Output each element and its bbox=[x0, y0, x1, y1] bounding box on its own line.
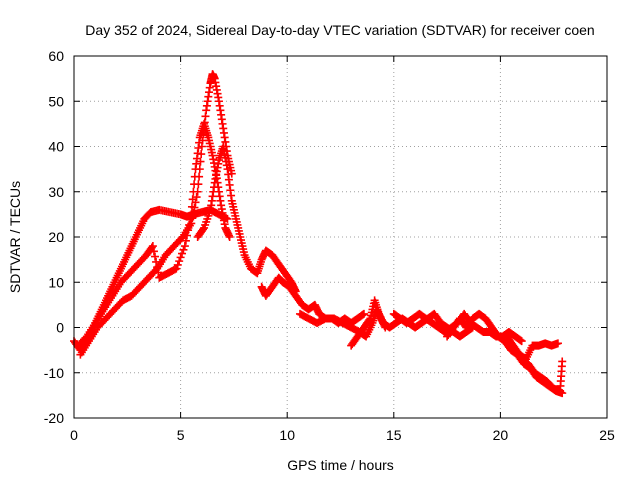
data-point bbox=[176, 253, 185, 262]
y-tick-label: 10 bbox=[48, 274, 64, 290]
data-point bbox=[172, 264, 181, 273]
data-point bbox=[365, 315, 374, 324]
data-point bbox=[149, 247, 158, 256]
x-tick-label: 0 bbox=[70, 427, 78, 443]
y-tick-label: 0 bbox=[56, 320, 64, 336]
data-point bbox=[180, 242, 189, 251]
data-point bbox=[558, 357, 567, 366]
data-point bbox=[189, 208, 198, 217]
y-tick-label: -20 bbox=[44, 410, 64, 426]
data-point bbox=[173, 260, 182, 269]
data-point bbox=[225, 233, 234, 241]
x-tick-label: 25 bbox=[599, 427, 615, 443]
data-point bbox=[198, 225, 207, 234]
x-axis-label: GPS time / hours bbox=[287, 457, 394, 473]
x-tick-label: 15 bbox=[386, 427, 402, 443]
data-point bbox=[178, 249, 187, 258]
series-arc-d bbox=[193, 142, 300, 296]
data-point bbox=[191, 198, 200, 207]
data-point bbox=[190, 203, 199, 212]
y-tick-label: -10 bbox=[44, 365, 64, 381]
y-tick-label: 30 bbox=[48, 184, 64, 200]
y-axis-label: SDTVAR / TECUs bbox=[7, 181, 23, 293]
data-point bbox=[223, 214, 232, 223]
series-arc-j bbox=[502, 332, 562, 364]
data-point bbox=[359, 309, 368, 318]
data-point bbox=[517, 337, 526, 346]
data-point bbox=[187, 219, 196, 228]
series-arc-c bbox=[76, 70, 236, 359]
x-tick-label: 5 bbox=[177, 427, 185, 443]
data-point bbox=[188, 214, 197, 223]
data-point bbox=[179, 245, 188, 254]
grid bbox=[74, 56, 607, 418]
y-tick-label: 40 bbox=[48, 139, 64, 155]
data-point bbox=[175, 257, 184, 266]
chart-title: Day 352 of 2024, Sidereal Day-to-day VTE… bbox=[85, 22, 594, 38]
x-tick-label: 10 bbox=[279, 427, 295, 443]
data-point bbox=[192, 193, 201, 202]
x-tick-label: 20 bbox=[493, 427, 509, 443]
data-point bbox=[195, 172, 204, 181]
y-tick-label: 50 bbox=[48, 93, 64, 109]
data-point bbox=[195, 165, 204, 174]
y-tick-label: 20 bbox=[48, 229, 64, 245]
data-point bbox=[193, 187, 202, 196]
series-layer bbox=[70, 70, 567, 398]
axis-ticks: 0 5 10 15 20 25 -20 -10 0 10 20 30 40 50 60 bbox=[44, 48, 615, 443]
data-point bbox=[553, 339, 562, 348]
data-point bbox=[197, 150, 206, 159]
y-tick-label: 60 bbox=[48, 48, 64, 64]
series-arc-b bbox=[74, 119, 234, 350]
series-arc-k bbox=[517, 355, 567, 395]
data-point bbox=[196, 157, 205, 166]
data-point bbox=[148, 242, 157, 251]
data-point bbox=[151, 252, 160, 261]
data-point bbox=[194, 180, 203, 189]
